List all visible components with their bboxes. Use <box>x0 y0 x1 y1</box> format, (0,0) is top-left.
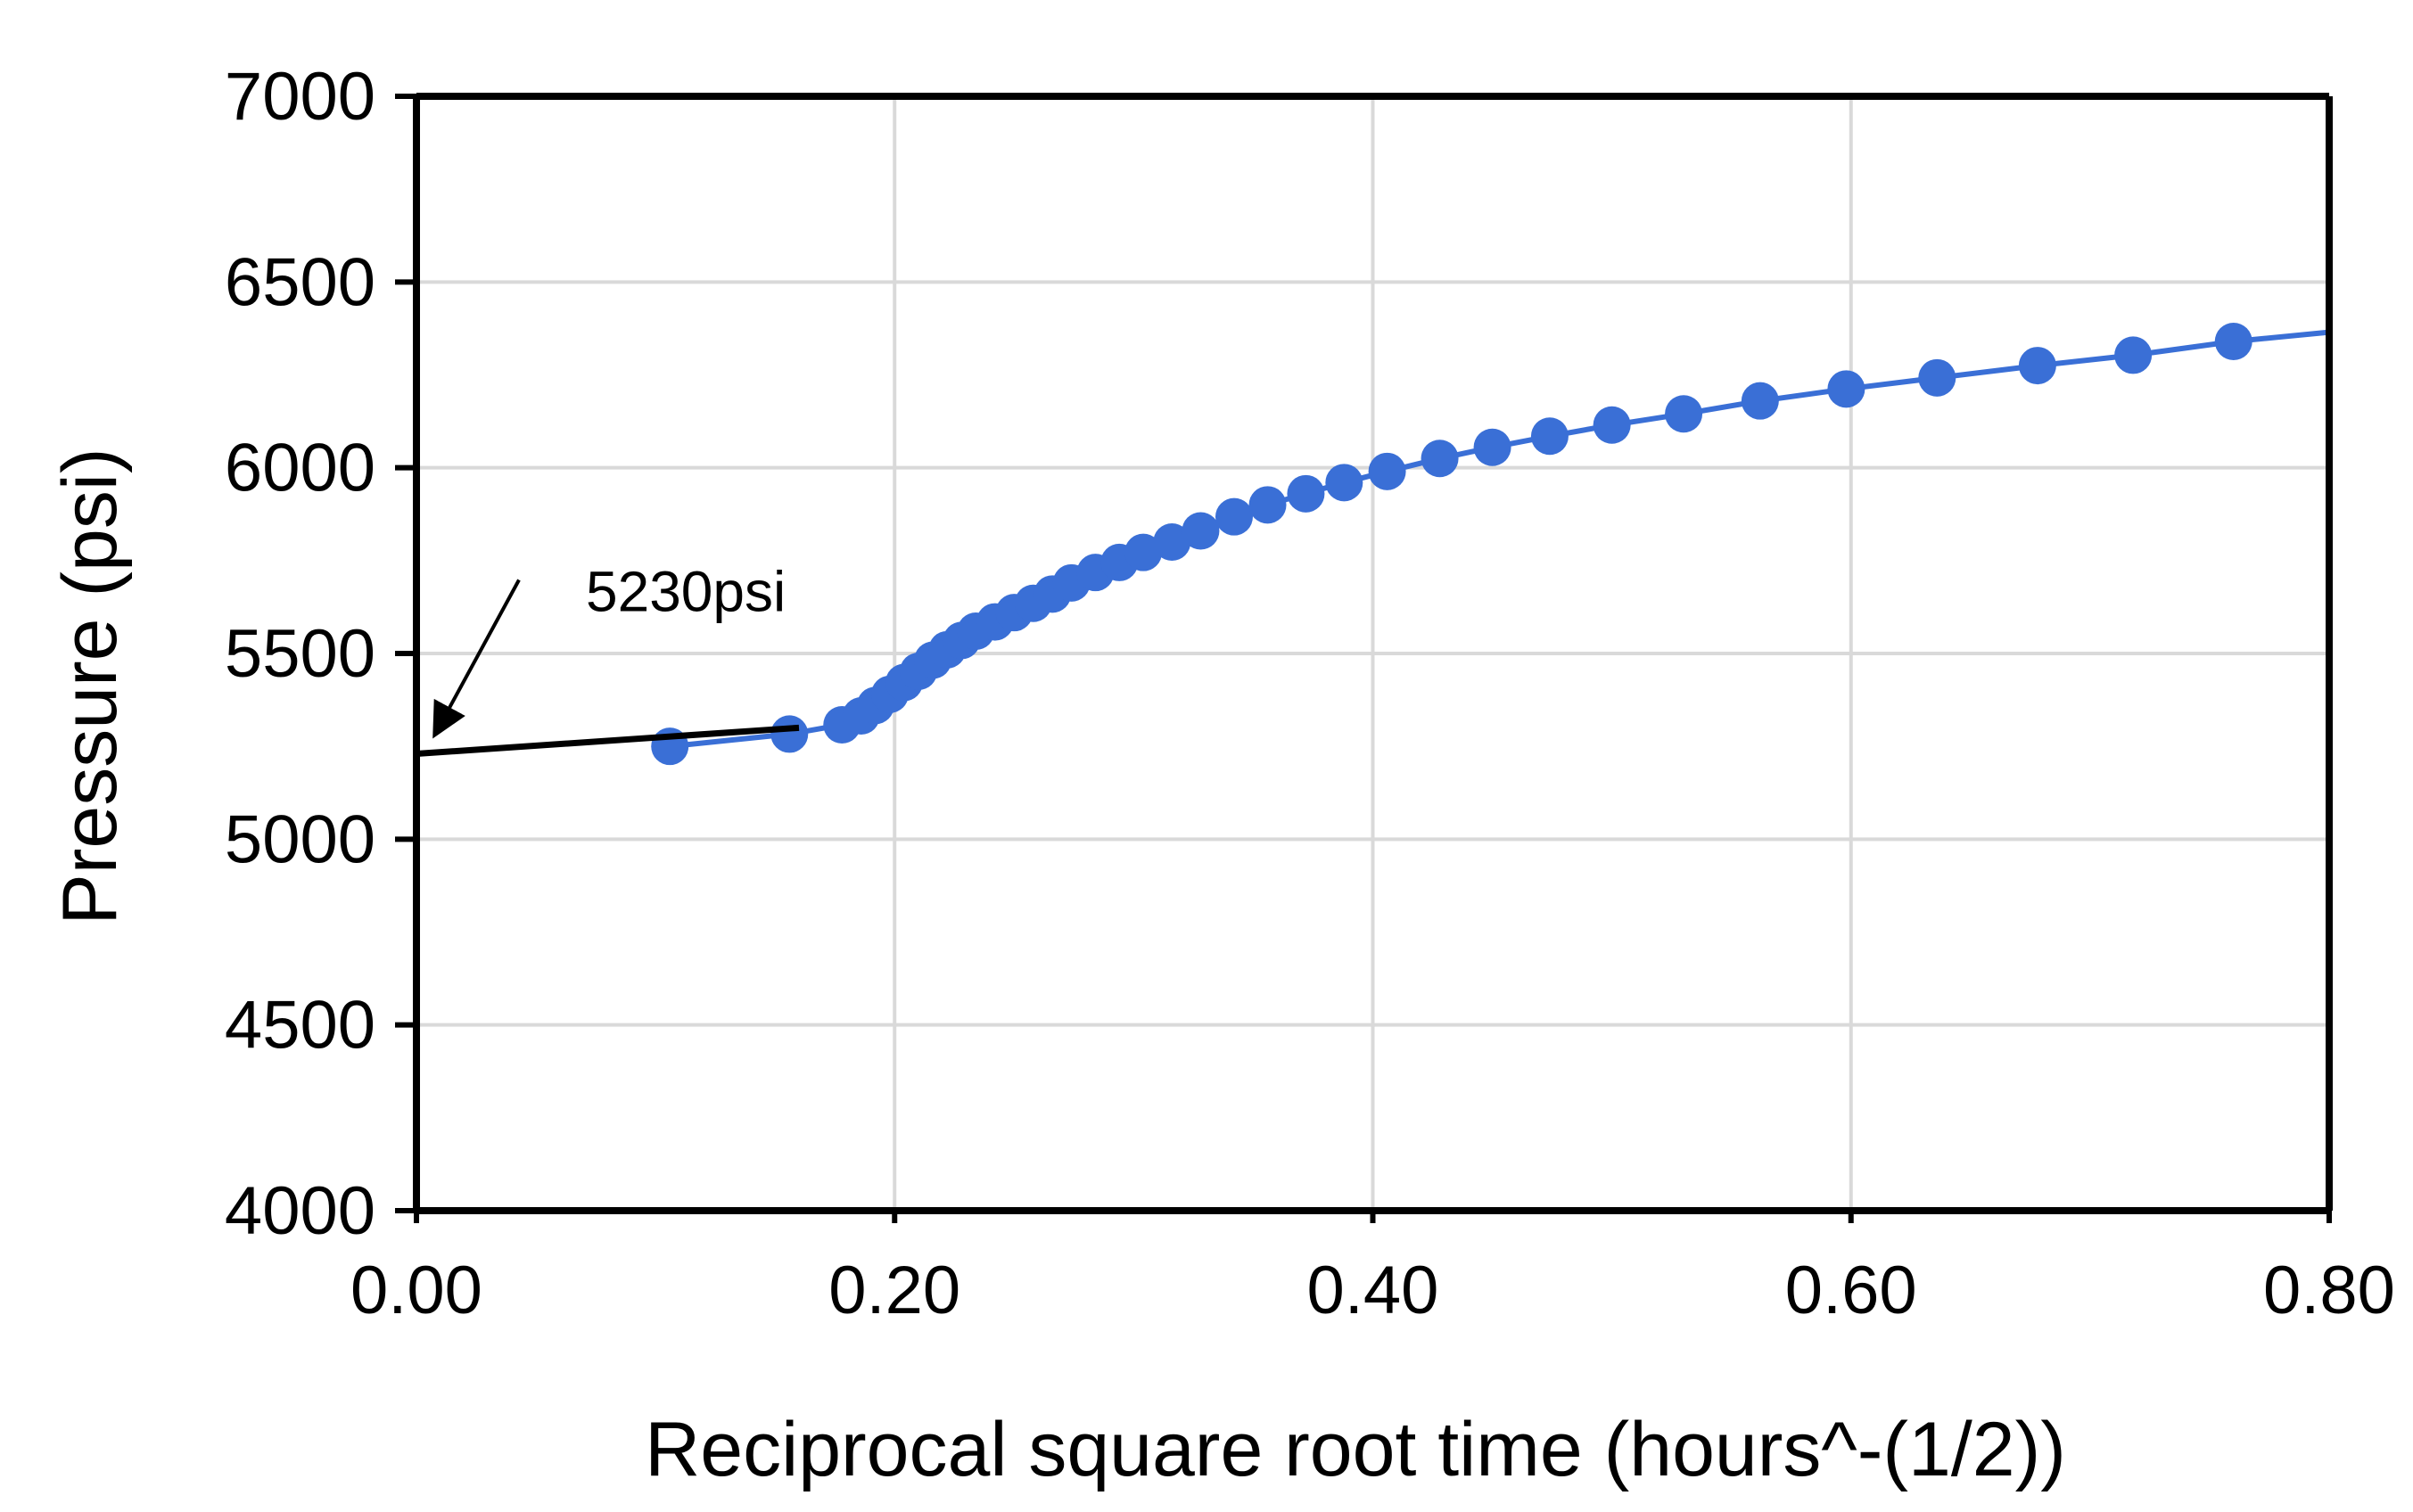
trend-line-group <box>416 724 800 757</box>
data-point <box>1421 440 1459 478</box>
x-tick-label: 0.00 <box>350 1253 482 1328</box>
grid-lines <box>416 94 2331 1211</box>
data-point <box>1153 523 1191 561</box>
data-point <box>770 715 809 753</box>
axes <box>395 93 2333 1223</box>
y-tick-label: 7000 <box>225 59 375 135</box>
data-point <box>1918 358 1956 397</box>
data-point <box>1827 370 1865 408</box>
x-axis-title: Reciprocal square root time (hours^-(1/2… <box>645 1407 2066 1492</box>
data-point <box>1665 395 1703 433</box>
y-tick-label: 5000 <box>225 801 375 877</box>
data-point <box>2114 336 2153 374</box>
data-series <box>651 323 2330 766</box>
y-tick-label: 4500 <box>225 988 375 1064</box>
data-point <box>1124 533 1163 571</box>
y-tick-label: 4000 <box>225 1173 375 1249</box>
trend-line <box>416 724 800 757</box>
annotations: 5230psi <box>432 560 786 739</box>
x-tick-label: 0.40 <box>1307 1253 1439 1328</box>
x-tick-label: 0.60 <box>1785 1253 1917 1328</box>
y-axis-title: Pressure (psi) <box>47 448 133 924</box>
data-point <box>1593 406 1631 444</box>
annotation-arrow <box>432 579 521 739</box>
data-point <box>1248 486 1287 524</box>
x-tick-label: 0.20 <box>828 1253 960 1328</box>
data-point <box>1215 497 1253 536</box>
data-point <box>2018 347 2056 385</box>
data-point <box>1287 474 1325 513</box>
data-point <box>1741 382 1779 420</box>
y-tick-label: 6000 <box>225 431 375 506</box>
data-point <box>1530 417 1569 456</box>
tick-labels: 0.00 0.20 0.40 0.60 0.80 4000 4500 5000 5500 6000… <box>225 59 2395 1328</box>
data-point <box>1182 512 1220 550</box>
annotation-label: 5230psi <box>586 560 786 624</box>
y-tick-label: 6500 <box>225 244 375 320</box>
x-tick-label: 0.80 <box>2263 1253 2395 1328</box>
y-tick-label: 5500 <box>225 616 375 692</box>
data-point <box>1325 464 1363 502</box>
data-point <box>1473 428 1511 466</box>
data-point <box>1368 452 1406 490</box>
data-point <box>2214 323 2252 360</box>
